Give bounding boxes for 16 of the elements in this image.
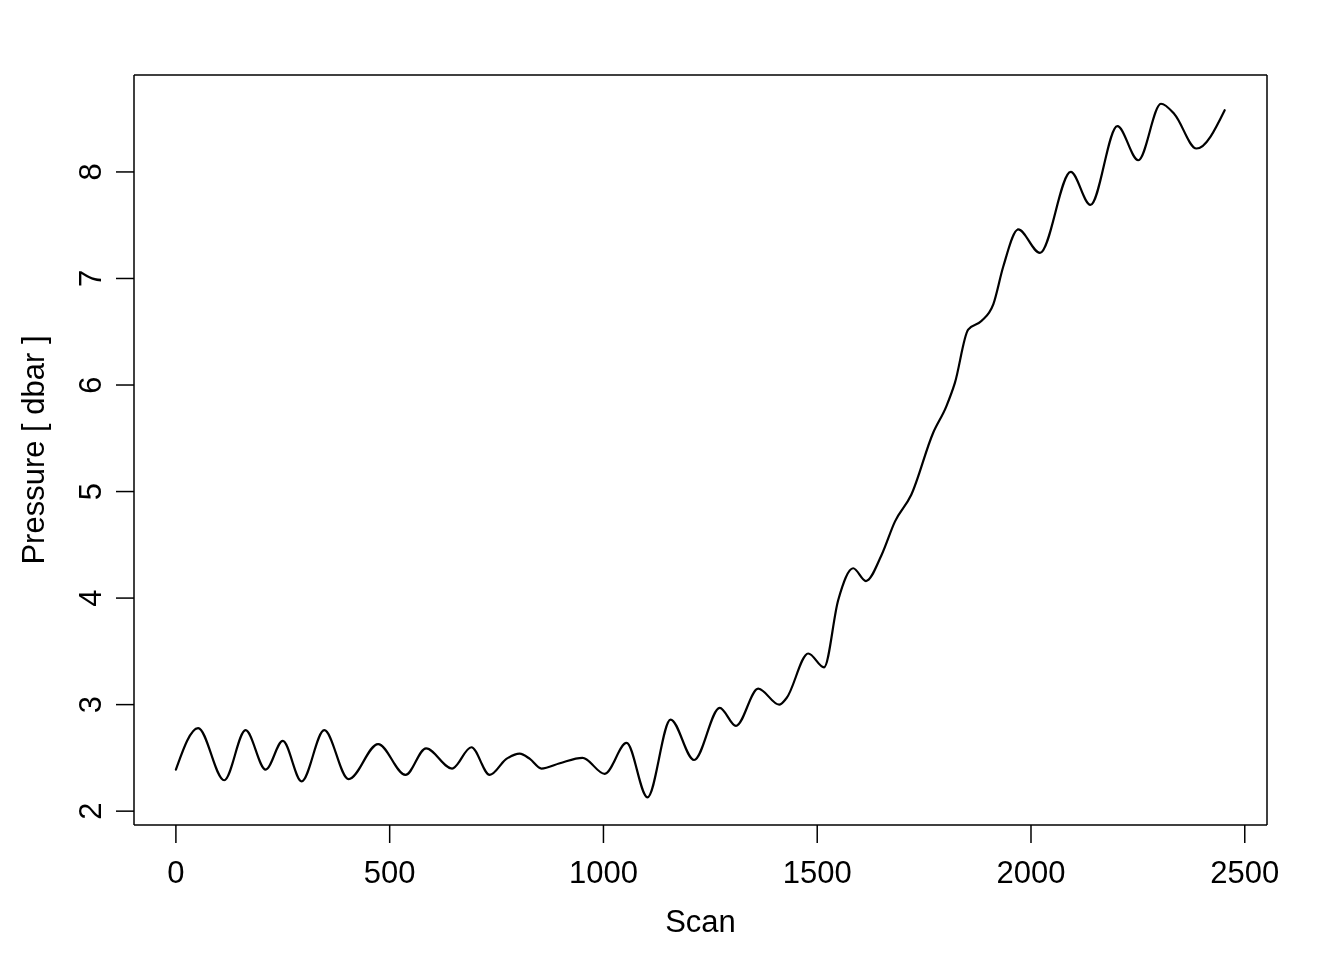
y-tick-label: 3 — [72, 695, 108, 714]
x-tick-label: 1000 — [568, 854, 638, 890]
y-tick-label: 8 — [72, 163, 108, 181]
x-axis-title: Scan — [665, 903, 736, 939]
x-tick-label: 500 — [363, 854, 416, 890]
y-axis-title: Pressure [ dbar ] — [15, 335, 51, 565]
y-tick-label: 6 — [72, 376, 108, 394]
x-tick-label: 1500 — [782, 854, 852, 890]
y-tick-label: 5 — [72, 482, 108, 501]
x-tick-label: 2500 — [1210, 854, 1280, 890]
y-tick-label: 2 — [72, 802, 108, 820]
y-tick-label: 7 — [72, 269, 108, 288]
line-series — [174, 102, 1226, 799]
y-tick-label: 4 — [72, 589, 108, 607]
x-tick-label: 2000 — [996, 854, 1066, 890]
x-tick-label: 0 — [167, 854, 185, 890]
